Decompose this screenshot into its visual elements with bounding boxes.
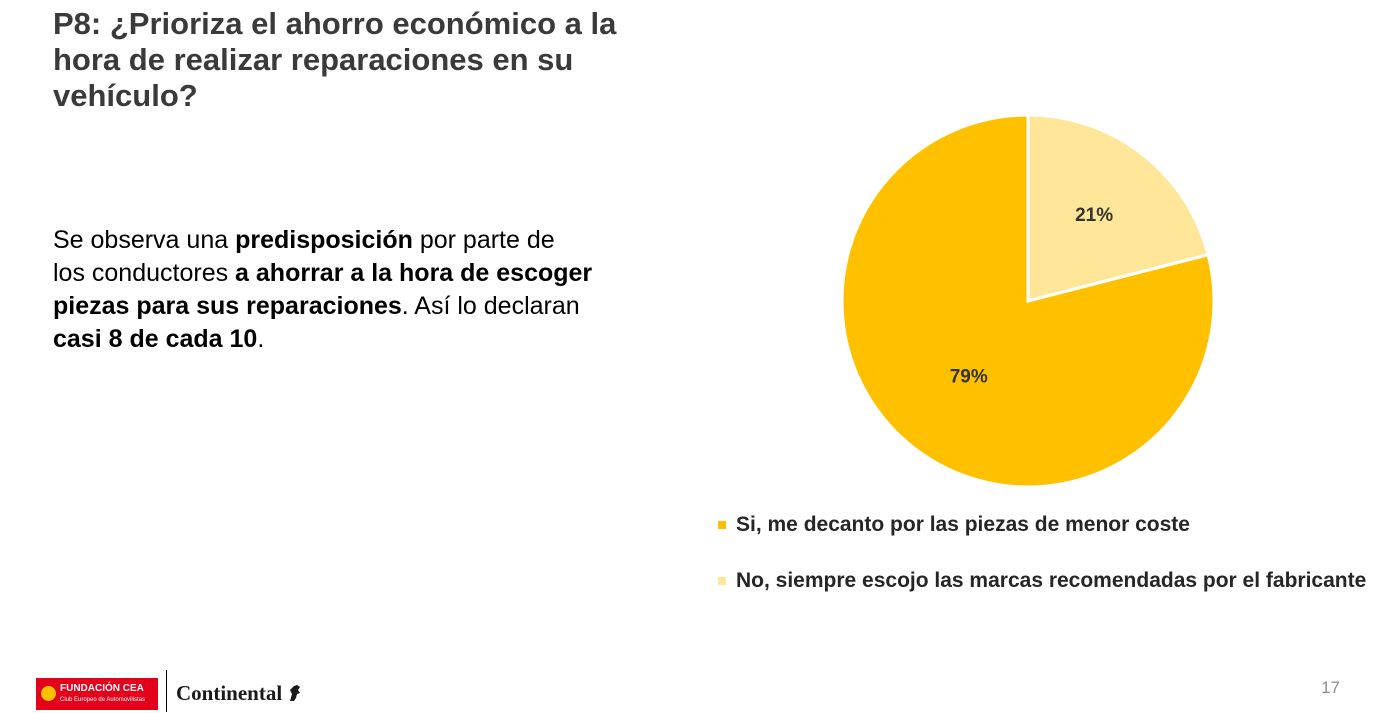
footer-logos: FUNDACIÓN CEA Club Europeo de Automovili… xyxy=(36,670,316,712)
cea-logo-name: FUNDACIÓN CEA xyxy=(60,683,144,694)
body-segment: Se observa una xyxy=(53,226,236,254)
body-segment-bold: a ahorrar a la hora de escoger piezas pa… xyxy=(53,259,593,320)
legend-entry-low-cost: Si, me decanto por las piezas de menor c… xyxy=(718,510,1368,539)
sun-icon xyxy=(41,686,56,701)
pie-data-label-0: 21% xyxy=(1075,205,1113,226)
pie-slice-0 xyxy=(1026,113,1210,303)
pie-data-label-1: 79% xyxy=(950,366,988,387)
continental-logo: Continental xyxy=(176,681,283,705)
slide-body-text: Se observa una predisposición por parte … xyxy=(53,224,593,356)
fundacion-cea-logo: FUNDACIÓN CEA Club Europeo de Automovili… xyxy=(36,678,158,710)
slide-title: P8: ¿Prioriza el ahorro económico a la h… xyxy=(53,6,617,113)
body-segment: . Así lo declaran xyxy=(401,292,580,320)
page-number: 17 xyxy=(1321,678,1340,697)
legend-swatch xyxy=(718,577,726,585)
legend-label: Si, me decanto por las piezas de menor c… xyxy=(736,513,1190,536)
body-segment: por parte de los conductores xyxy=(53,226,555,287)
pie-chart-svg: 21% 79% xyxy=(840,113,1216,489)
horse-icon xyxy=(290,685,300,701)
legend-label: No, siempre escojo las marcas recomendad… xyxy=(736,569,1367,592)
cea-logo-subtitle: Club Europeo de Automovilistas xyxy=(60,697,146,703)
legend-swatch xyxy=(718,521,726,529)
body-segment: . xyxy=(257,325,265,353)
pie-slice-1 xyxy=(840,113,1216,489)
body-segment-bold: casi 8 de cada 10 xyxy=(53,325,258,353)
legend-entry-recommended-brands: No, siempre escojo las marcas recomendad… xyxy=(718,566,1368,595)
chart-legend: Si, me decanto por las piezas de menor c… xyxy=(718,510,1368,622)
pie-chart: 21% 79% xyxy=(830,105,1230,505)
body-segment-bold: predisposición xyxy=(235,226,413,254)
logo-divider xyxy=(166,670,167,712)
